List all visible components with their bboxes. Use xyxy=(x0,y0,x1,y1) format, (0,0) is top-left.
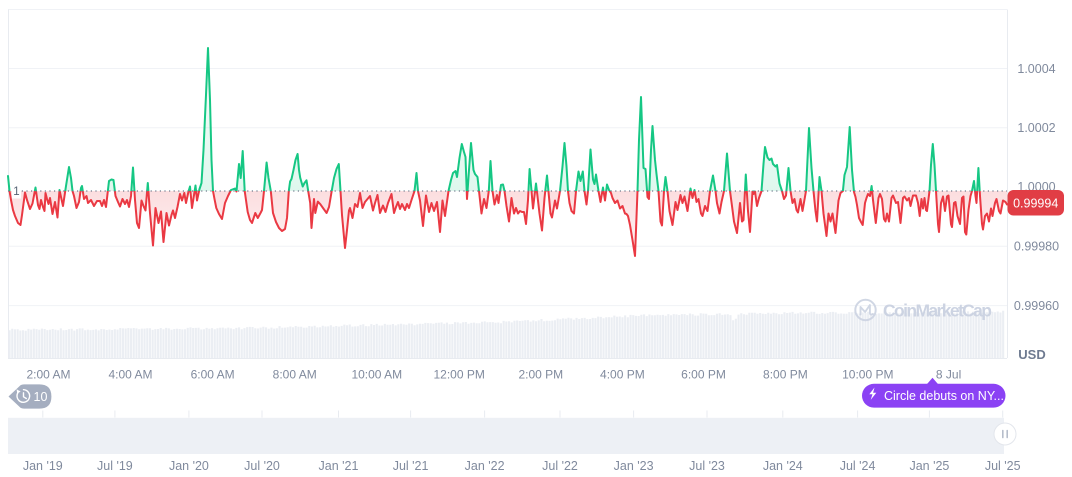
svg-text:Jan '24: Jan '24 xyxy=(763,459,803,473)
svg-text:6:00 PM: 6:00 PM xyxy=(681,367,726,381)
svg-text:Jan '23: Jan '23 xyxy=(614,459,654,473)
svg-text:Jan '20: Jan '20 xyxy=(169,459,209,473)
svg-text:Circle debuts on NY...: Circle debuts on NY... xyxy=(884,389,1004,403)
svg-text:Jan '25: Jan '25 xyxy=(909,459,949,473)
svg-text:CoinMarketCap: CoinMarketCap xyxy=(883,301,992,321)
svg-text:0.99994: 0.99994 xyxy=(1013,197,1058,211)
svg-text:Jan '19: Jan '19 xyxy=(23,459,63,473)
svg-text:Jul '23: Jul '23 xyxy=(689,459,725,473)
svg-text:8 Jul: 8 Jul xyxy=(936,367,961,381)
svg-text:1: 1 xyxy=(13,186,19,198)
svg-text:Jul '21: Jul '21 xyxy=(393,459,429,473)
svg-text:4:00 AM: 4:00 AM xyxy=(108,367,152,381)
svg-text:2:00 AM: 2:00 AM xyxy=(26,367,70,381)
svg-text:1.0002: 1.0002 xyxy=(1017,121,1055,135)
svg-text:12:00 PM: 12:00 PM xyxy=(434,367,485,381)
svg-text:Jul '25: Jul '25 xyxy=(985,459,1021,473)
svg-text:8:00 AM: 8:00 AM xyxy=(273,367,317,381)
svg-text:Jul '19: Jul '19 xyxy=(97,459,133,473)
svg-text:10:00 PM: 10:00 PM xyxy=(842,367,893,381)
svg-text:Jan '21: Jan '21 xyxy=(319,459,359,473)
svg-text:2:00 PM: 2:00 PM xyxy=(518,367,563,381)
svg-text:8:00 PM: 8:00 PM xyxy=(763,367,808,381)
svg-text:4:00 PM: 4:00 PM xyxy=(600,367,645,381)
svg-text:6:00 AM: 6:00 AM xyxy=(191,367,235,381)
svg-text:Jan '22: Jan '22 xyxy=(465,459,505,473)
svg-text:0.99980: 0.99980 xyxy=(1014,240,1059,254)
svg-text:10: 10 xyxy=(34,390,48,404)
svg-text:Jul '24: Jul '24 xyxy=(840,459,876,473)
svg-text:0.99960: 0.99960 xyxy=(1014,299,1059,313)
svg-text:Jul '20: Jul '20 xyxy=(244,459,280,473)
svg-text:USD: USD xyxy=(1018,347,1045,362)
svg-text:Jul '22: Jul '22 xyxy=(542,459,578,473)
svg-text:10:00 AM: 10:00 AM xyxy=(351,367,402,381)
svg-text:1.0004: 1.0004 xyxy=(1017,62,1055,76)
